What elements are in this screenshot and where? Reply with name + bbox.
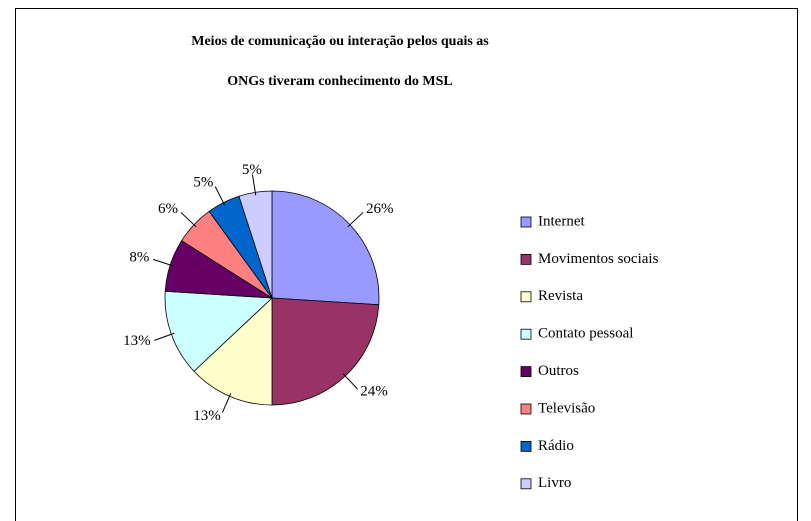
data-label: 24% (360, 383, 388, 399)
leader-line (154, 332, 175, 341)
legend-label: Internet (538, 213, 585, 229)
legend-label: Movimentos sociais (538, 251, 659, 267)
data-label: 5% (242, 162, 262, 178)
chart-title: ONGs tiveram conhecimento do MSL (227, 74, 453, 89)
chart-frame (15, 8, 798, 521)
data-label: 5% (193, 174, 213, 190)
legend-swatch (520, 478, 532, 490)
data-label: 26% (366, 201, 394, 217)
chart-title: Meios de comunicação ou interação pelos … (191, 34, 489, 49)
legend-label: Livro (538, 475, 571, 491)
leader-line (214, 186, 226, 206)
data-label: 13% (123, 333, 151, 349)
leader-line (221, 393, 232, 413)
legend-label: Outros (538, 363, 579, 379)
legend-label: Contato pessoal (538, 326, 633, 342)
data-label: 8% (129, 250, 149, 266)
legend-swatch (520, 253, 532, 265)
legend-swatch (520, 403, 532, 415)
data-label: 13% (193, 408, 221, 424)
leader-line (342, 373, 358, 390)
leader-line (180, 212, 197, 228)
pie-slice (271, 190, 380, 306)
legend-swatch (520, 291, 532, 303)
leader-line (347, 212, 364, 228)
legend-swatch (520, 216, 532, 228)
legend-swatch (520, 366, 532, 378)
legend-label: Televisão (538, 400, 595, 416)
legend-swatch (520, 328, 532, 340)
data-label: 6% (158, 201, 178, 217)
leader-line (152, 258, 174, 267)
legend-label: Rádio (538, 438, 574, 454)
legend-swatch (520, 440, 532, 452)
legend-label: Revista (538, 288, 583, 304)
leader-line (251, 174, 257, 196)
